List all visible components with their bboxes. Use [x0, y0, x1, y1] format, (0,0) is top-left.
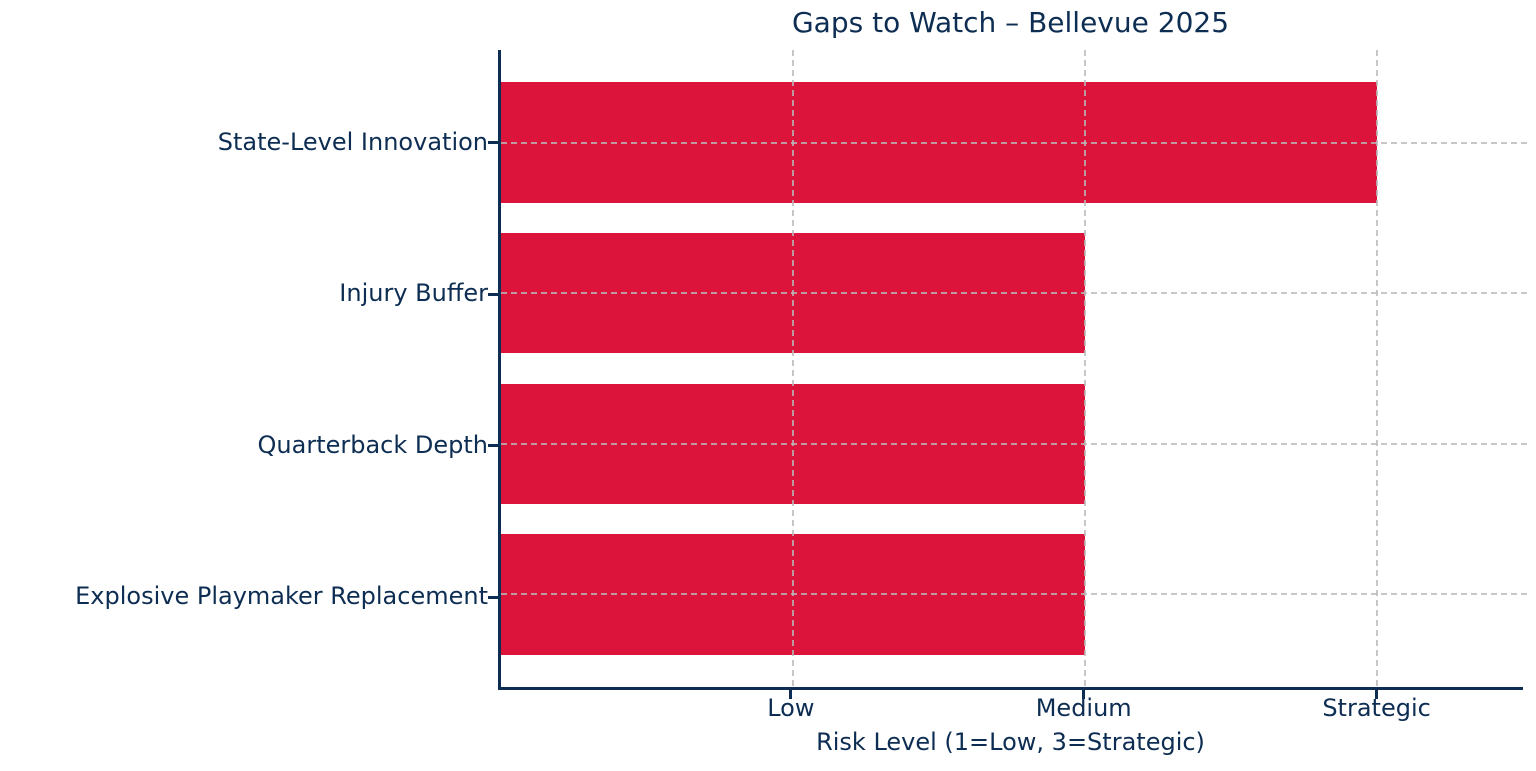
y-tick-injury-buffer: [488, 292, 498, 296]
plot-area: [498, 50, 1528, 690]
gridline-y-injury-buffer: [501, 292, 1528, 295]
y-tick-label-explosive-playmaker-replacement: Explosive Playmaker Replacement: [75, 581, 488, 610]
x-tick-low: [789, 690, 793, 699]
x-axis-label: Risk Level (1=Low, 3=Strategic): [816, 728, 1205, 756]
gridline-y-quarterback-depth: [501, 442, 1528, 445]
y-tick-explosive-playmaker-replacement: [488, 595, 498, 599]
gridline-x-strategic: [1376, 50, 1378, 687]
x-tick-strategic: [1375, 690, 1379, 699]
x-tick-label-medium: Medium: [1035, 694, 1132, 722]
x-tick-label-low: Low: [767, 694, 815, 722]
y-tick-label-injury-buffer: Injury Buffer: [339, 279, 488, 308]
y-tick-state-level-innovation: [488, 141, 498, 145]
chart-title: Gaps to Watch – Bellevue 2025: [791, 6, 1230, 39]
y-tick-label-state-level-innovation: State-Level Innovation: [217, 127, 488, 156]
y-tick-quarterback-depth: [488, 444, 498, 448]
gridline-x-low: [791, 50, 794, 687]
x-tick-label-strategic: Strategic: [1322, 694, 1431, 722]
gridline-y-state-level-innovation: [501, 141, 1528, 144]
gridline-x-medium: [1083, 50, 1086, 687]
x-tick-medium: [1082, 690, 1086, 699]
gridline-y-explosive-playmaker-replacement: [501, 593, 1528, 596]
y-tick-label-quarterback-depth: Quarterback Depth: [257, 430, 488, 459]
